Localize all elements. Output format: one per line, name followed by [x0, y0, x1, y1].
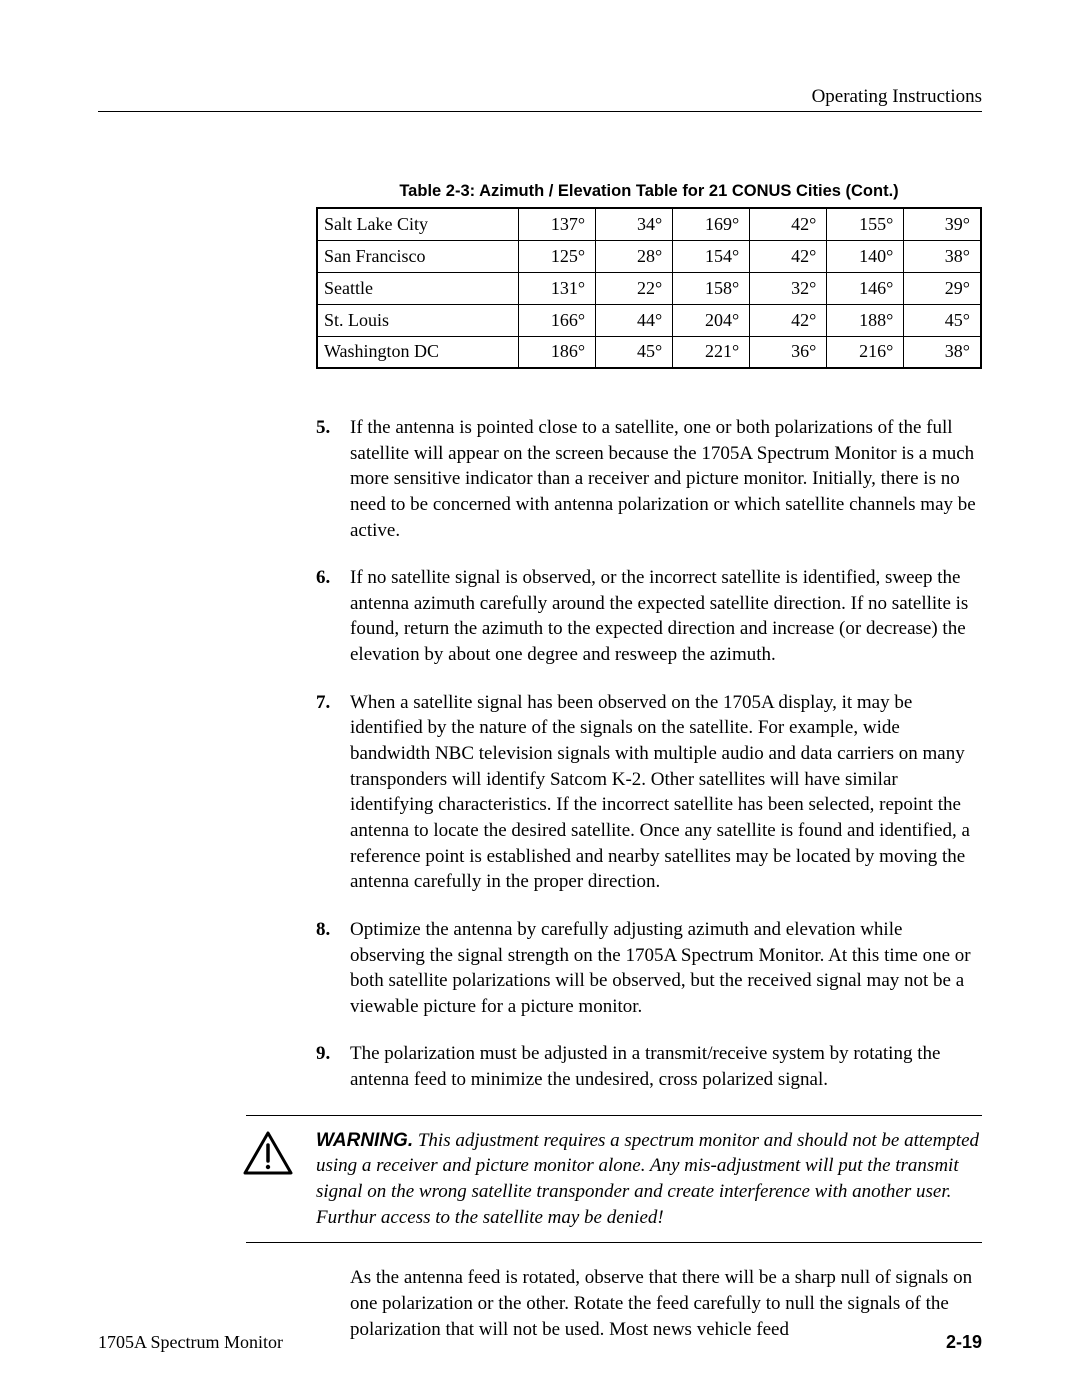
list-item-number: 8. — [316, 917, 350, 1020]
list-item: 6.If no satellite signal is observed, or… — [316, 565, 982, 668]
value-cell: 140° — [827, 240, 904, 272]
list-item-text: When a satellite signal has been observe… — [350, 690, 982, 895]
city-cell: St. Louis — [317, 304, 519, 336]
city-cell: San Francisco — [317, 240, 519, 272]
section-title: Operating Instructions — [812, 86, 982, 107]
value-cell: 154° — [673, 240, 750, 272]
warning-text: WARNING. This adjustment requires a spec… — [316, 1128, 982, 1231]
table-row: Seattle131°22°158°32°146°29° — [317, 272, 981, 304]
list-item: 8.Optimize the antenna by carefully adju… — [316, 917, 982, 1020]
list-item-number: 6. — [316, 565, 350, 668]
page: Operating Instructions Table 2-3: Azimut… — [0, 0, 1080, 1382]
city-cell: Seattle — [317, 272, 519, 304]
table-caption: Table 2-3: Azimuth / Elevation Table for… — [316, 182, 982, 201]
city-cell: Washington DC — [317, 336, 519, 368]
city-cell: Salt Lake City — [317, 208, 519, 240]
table-row: Salt Lake City137°34°169°42°155°39° — [317, 208, 981, 240]
value-cell: 45° — [596, 336, 673, 368]
value-cell: 36° — [750, 336, 827, 368]
value-cell: 125° — [519, 240, 596, 272]
value-cell: 158° — [673, 272, 750, 304]
value-cell: 186° — [519, 336, 596, 368]
value-cell: 166° — [519, 304, 596, 336]
list-item-number: 9. — [316, 1041, 350, 1092]
value-cell: 29° — [904, 272, 981, 304]
list-item-number: 7. — [316, 690, 350, 895]
continuation-paragraph: As the antenna feed is rotated, observe … — [350, 1265, 982, 1342]
footer-left: 1705A Spectrum Monitor — [98, 1332, 283, 1353]
page-header: Operating Instructions — [98, 86, 982, 112]
value-cell: 28° — [596, 240, 673, 272]
list-item-text: If the antenna is pointed close to a sat… — [350, 415, 982, 543]
value-cell: 137° — [519, 208, 596, 240]
list-item-text: If no satellite signal is observed, or t… — [350, 565, 982, 668]
value-cell: 42° — [750, 208, 827, 240]
warning-block: WARNING. This adjustment requires a spec… — [246, 1115, 982, 1244]
warning-icon — [242, 1130, 294, 1181]
warning-body: This adjustment requires a spectrum moni… — [316, 1130, 979, 1228]
table-row: Washington DC186°45°221°36°216°38° — [317, 336, 981, 368]
value-cell: 188° — [827, 304, 904, 336]
value-cell: 155° — [827, 208, 904, 240]
value-cell: 131° — [519, 272, 596, 304]
table-row: San Francisco125°28°154°42°140°38° — [317, 240, 981, 272]
value-cell: 204° — [673, 304, 750, 336]
numbered-list: 5.If the antenna is pointed close to a s… — [316, 415, 982, 1093]
list-item: 7.When a satellite signal has been obser… — [316, 690, 982, 895]
table-row: St. Louis166°44°204°42°188°45° — [317, 304, 981, 336]
value-cell: 32° — [750, 272, 827, 304]
list-item-text: Optimize the antenna by carefully adjust… — [350, 917, 982, 1020]
value-cell: 169° — [673, 208, 750, 240]
value-cell: 38° — [904, 336, 981, 368]
value-cell: 216° — [827, 336, 904, 368]
content-column: Table 2-3: Azimuth / Elevation Table for… — [316, 182, 982, 1342]
azimuth-elevation-table: Salt Lake City137°34°169°42°155°39°San F… — [316, 207, 982, 369]
value-cell: 221° — [673, 336, 750, 368]
footer-right-page-number: 2-19 — [946, 1332, 982, 1353]
value-cell: 22° — [596, 272, 673, 304]
value-cell: 38° — [904, 240, 981, 272]
value-cell: 39° — [904, 208, 981, 240]
value-cell: 42° — [750, 240, 827, 272]
list-item: 5.If the antenna is pointed close to a s… — [316, 415, 982, 543]
list-item-text: The polarization must be adjusted in a t… — [350, 1041, 982, 1092]
page-footer: 1705A Spectrum Monitor 2-19 — [98, 1332, 982, 1353]
value-cell: 146° — [827, 272, 904, 304]
value-cell: 34° — [596, 208, 673, 240]
value-cell: 45° — [904, 304, 981, 336]
list-item: 9.The polarization must be adjusted in a… — [316, 1041, 982, 1092]
warning-label: WARNING. — [316, 1130, 413, 1151]
value-cell: 42° — [750, 304, 827, 336]
list-item-number: 5. — [316, 415, 350, 543]
value-cell: 44° — [596, 304, 673, 336]
